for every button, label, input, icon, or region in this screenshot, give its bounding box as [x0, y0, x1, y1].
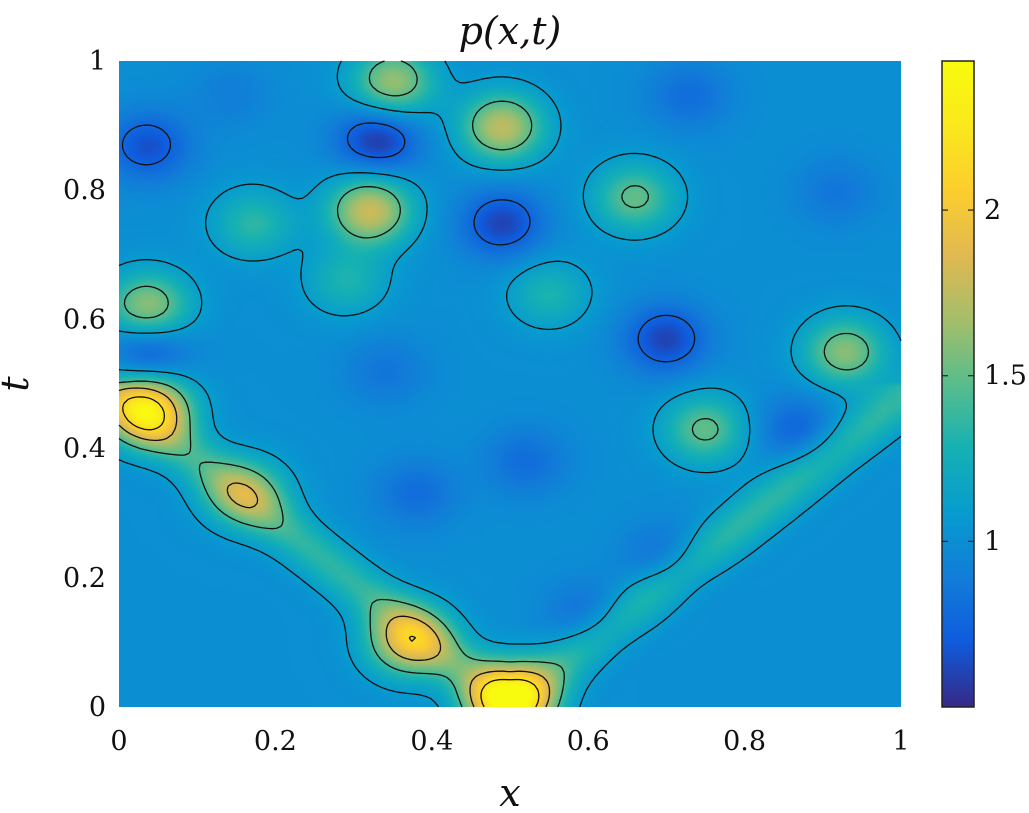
- x-tick-label: 0.8: [723, 726, 766, 757]
- contour-lines: [118, 60, 902, 708]
- x-axis-label: x: [499, 771, 520, 813]
- x-tick-label: 1: [892, 726, 909, 757]
- y-tick-label: 0.8: [63, 175, 106, 206]
- x-tick-label: 0.6: [567, 726, 610, 757]
- heatmap-plot-area: [118, 60, 902, 708]
- y-axis-ticks: 0 0.2 0.4 0.6 0.8 1: [63, 46, 106, 723]
- colorbar-ticks: 11.52: [942, 195, 1027, 557]
- colorbar-tick-label: 1: [984, 526, 1001, 557]
- y-axis-label: t: [0, 376, 37, 392]
- chart-title: p(x,t): [459, 9, 562, 53]
- y-tick-label: 0.6: [63, 304, 106, 335]
- x-tick-label: 0: [110, 726, 127, 757]
- heatmap-image: [119, 61, 901, 707]
- y-tick-label: 0.4: [63, 434, 106, 465]
- colorbar: 11.52: [941, 60, 1027, 708]
- x-tick-label: 0.4: [410, 726, 453, 757]
- colorbar-frame: [941, 60, 975, 708]
- y-tick-label: 1: [89, 46, 106, 77]
- contour-path: [118, 60, 902, 708]
- x-axis-ticks: 0 0.2 0.4 0.6 0.8 1: [110, 726, 909, 757]
- colorbar-tick-label: 1.5: [984, 361, 1027, 392]
- colorbar-gradient: [942, 61, 974, 707]
- y-tick-label: 0: [89, 692, 106, 723]
- x-tick-label: 0.2: [254, 726, 297, 757]
- colorbar-tick-label: 2: [984, 195, 1001, 226]
- y-tick-label: 0.2: [63, 563, 106, 594]
